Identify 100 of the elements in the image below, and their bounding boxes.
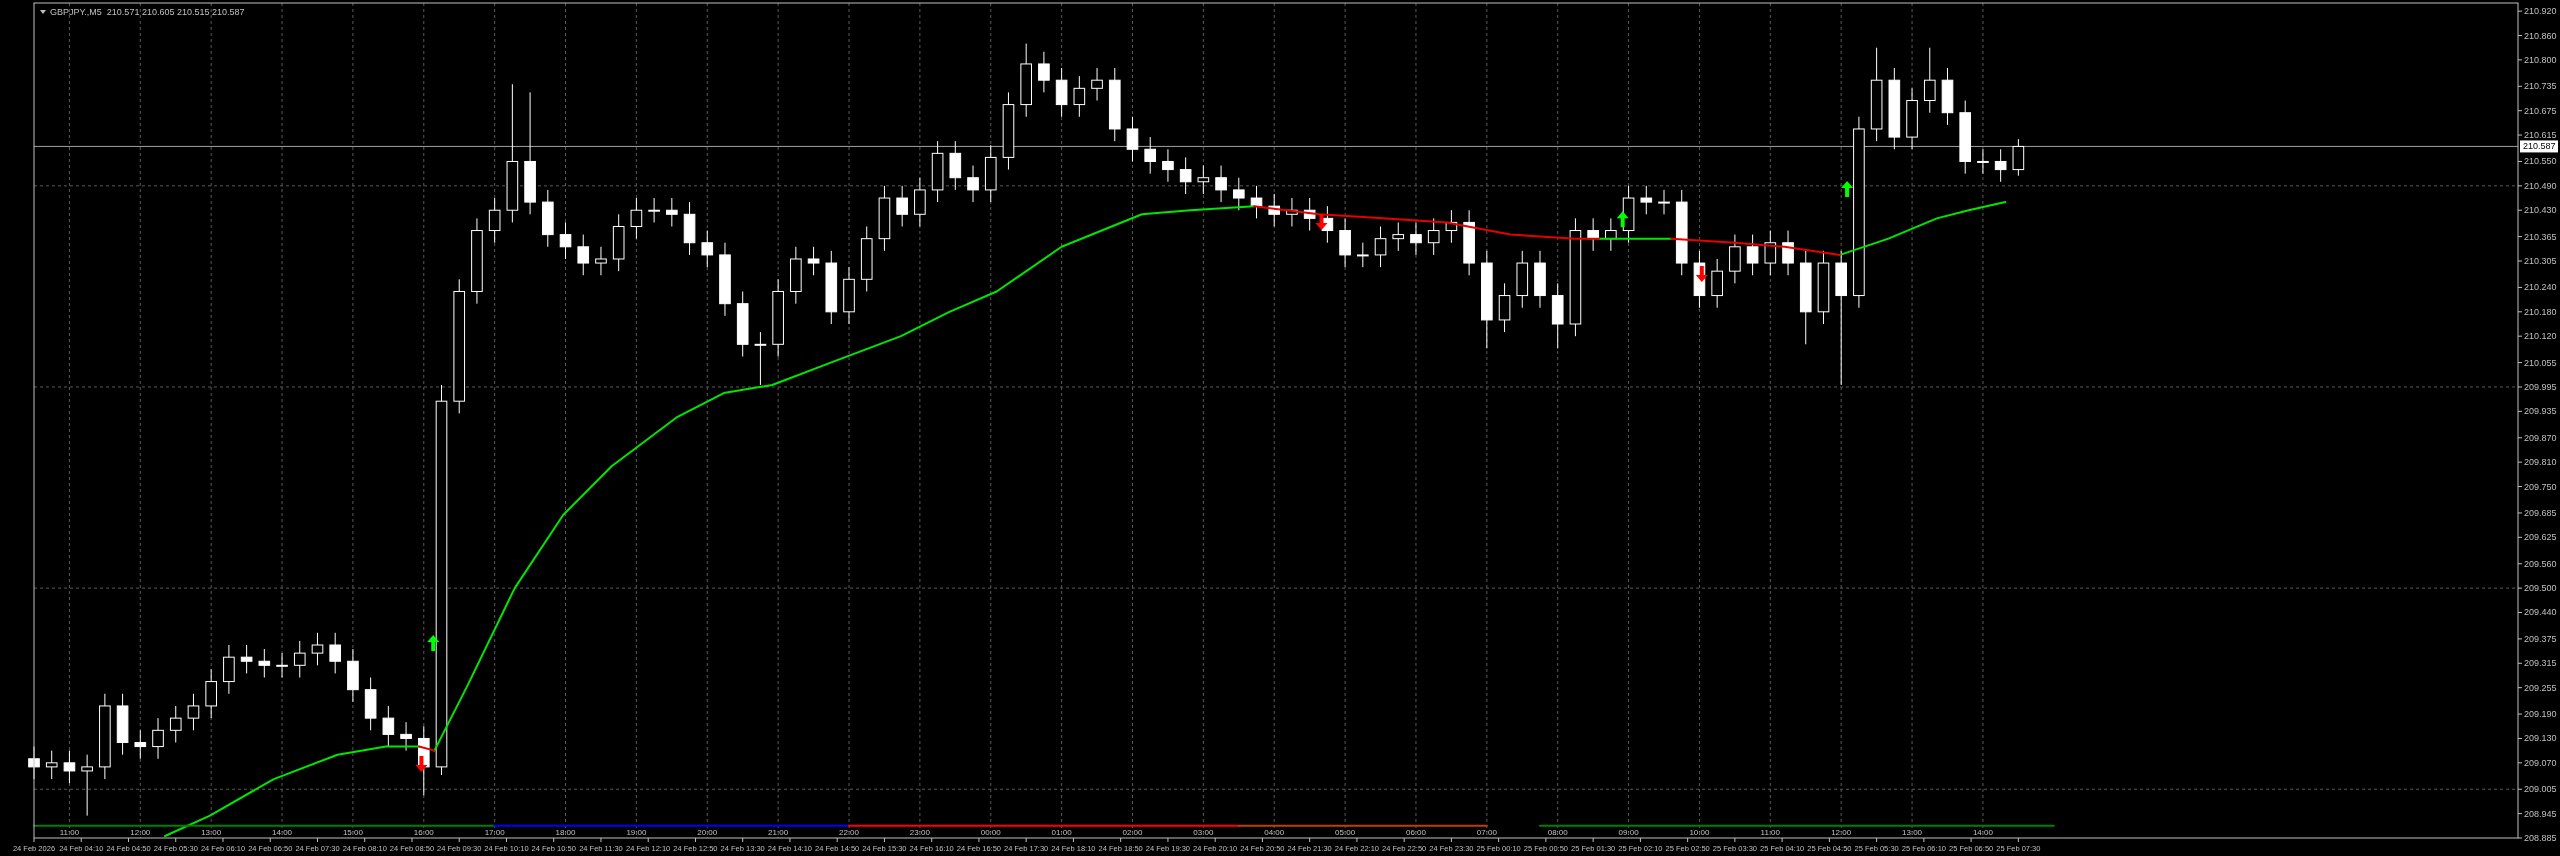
candlestick (666, 197, 678, 227)
y-tick-label: 208.945 (2524, 808, 2557, 819)
x2-tick-label: 15:00 (342, 828, 364, 837)
candlestick (648, 197, 660, 223)
candlestick (1357, 242, 1369, 268)
x2-tick-label: 13:00 (1902, 828, 1923, 837)
candlestick (807, 246, 820, 276)
candlestick (1179, 156, 1192, 195)
candlestick (488, 197, 501, 244)
y-tick-label: 209.995 (2524, 381, 2557, 392)
candlestick (240, 644, 253, 674)
y-tick-label: 210.490 (2524, 180, 2557, 191)
x2-tick-label: 02:00 (1122, 828, 1144, 837)
x2-tick-label: 19:00 (626, 828, 647, 837)
x2-tick-label: 10:00 (1689, 828, 1710, 837)
candlestick (1232, 177, 1245, 211)
candlestick (1994, 148, 2007, 183)
candlestick (896, 185, 908, 227)
point (415, 756, 428, 773)
y-tick-label: 210.055 (2524, 357, 2557, 368)
candlestick (329, 632, 342, 674)
candlestick (595, 246, 607, 276)
candlestick (1782, 230, 1794, 276)
candlestick (1605, 217, 1617, 252)
x2-tick-label: 04:00 (1264, 828, 1285, 837)
x2-tick-label: 09:00 (1618, 828, 1640, 837)
x2-tick-label: 13:00 (201, 828, 222, 837)
candlestick (134, 729, 147, 760)
candlestick (630, 197, 643, 240)
x2-tick-label: 20:00 (697, 828, 718, 837)
candlestick (1764, 230, 1777, 276)
point (1695, 266, 1708, 283)
point (1616, 211, 1629, 228)
x2-tick-label: 23:00 (909, 828, 931, 837)
x2-tick-label: 11:00 (1760, 828, 1781, 837)
point (1841, 181, 1854, 198)
candlestick (701, 230, 714, 268)
y-tick-label: 208.885 (2524, 833, 2557, 843)
y-tick-label: 209.070 (2524, 757, 2557, 768)
y-tick-label: 209.870 (2524, 432, 2557, 443)
candlestick (311, 632, 324, 666)
candlestick (1073, 75, 1086, 118)
candlestick (1162, 148, 1174, 183)
candlestick (293, 640, 306, 678)
y-tick-label: 210.180 (2524, 306, 2557, 317)
x2-tick-label: 03:00 (1193, 828, 1214, 837)
y-tick-label: 210.920 (2524, 6, 2557, 17)
x2-tick-label: 16:00 (413, 828, 435, 837)
y-tick-label: 209.315 (2524, 658, 2557, 669)
x2-tick-label: 06:00 (1405, 828, 1427, 837)
x2-tick-label: 12:00 (1831, 828, 1852, 837)
candlestick (1640, 185, 1653, 215)
candlestick (382, 705, 395, 748)
y-tick-label: 209.440 (2524, 607, 2557, 618)
y-tick-label: 210.615 (2524, 130, 2557, 141)
candlestick (400, 721, 412, 752)
x2-tick-label: 21:00 (768, 828, 789, 837)
x2-tick-label: 08:00 (1547, 828, 1569, 837)
ref-line-label: 210.587 (2523, 141, 2556, 152)
y-tick-label: 210.675 (2524, 105, 2557, 116)
candlestick (1587, 217, 1599, 252)
y-tick-label: 209.560 (2524, 558, 2557, 569)
candlestick (187, 693, 200, 731)
candlestick (1410, 221, 1422, 256)
y-tick-label: 209.500 (2524, 583, 2557, 594)
candlestick (967, 165, 979, 203)
candlestick (1126, 116, 1139, 162)
candlestick (1746, 234, 1759, 276)
x2-tick-label: 00:00 (980, 828, 1002, 837)
candlestick (1091, 67, 1103, 102)
candlestick (1038, 51, 1050, 93)
y-tick-label: 209.190 (2524, 709, 2557, 720)
candlestick (258, 648, 271, 678)
y-tick-label: 209.625 (2524, 532, 2557, 543)
x2-tick-label: 11:00 (59, 828, 80, 837)
x2-tick-label: 18:00 (555, 828, 577, 837)
candlestick (45, 750, 58, 780)
y-tick-label: 209.935 (2524, 406, 2557, 417)
y-tick-label: 210.430 (2524, 205, 2557, 216)
x2-tick-label: 17:00 (484, 828, 506, 837)
candlestick (1392, 221, 1405, 252)
x2-tick-label: 05:00 (1335, 828, 1356, 837)
y-tick-label: 210.305 (2524, 256, 2557, 267)
y-tick-label: 210.735 (2524, 81, 2557, 92)
candlestick (276, 652, 288, 678)
y-tick-label: 210.365 (2524, 231, 2557, 242)
candlestick (81, 754, 93, 817)
candlestick (1977, 148, 1989, 175)
y-tick-label: 209.130 (2524, 733, 2557, 744)
candlestick (1197, 165, 1210, 195)
candlestick (1427, 217, 1440, 256)
x2-tick-label: 01:00 (1051, 828, 1073, 837)
y-tick-label: 209.685 (2524, 507, 2557, 518)
candlestick (1374, 225, 1387, 268)
candlestick (754, 331, 767, 386)
candlestick (169, 705, 182, 744)
chart-title: GBPJPY.,M5 210.571 210.605 210.515 210.587 (50, 7, 245, 17)
y-tick-label: 209.375 (2524, 633, 2557, 644)
y-tick-label: 209.750 (2524, 481, 2557, 492)
candlestick (2012, 138, 2025, 177)
